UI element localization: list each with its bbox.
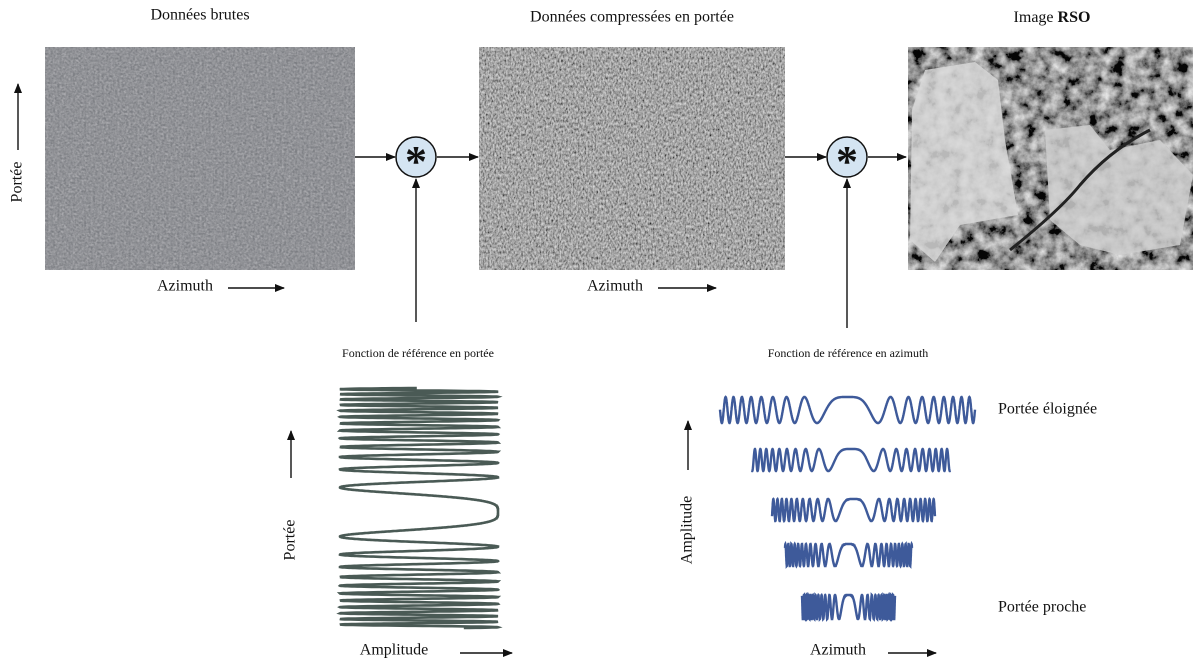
range-compressed-texture (479, 47, 785, 270)
x-axis-label: Azimuth (587, 278, 643, 295)
convolution-symbol: * (836, 137, 858, 186)
panel-title: Données compressées en portée (530, 9, 734, 26)
range-chirp (340, 388, 498, 628)
title-emphasis: RSO (1058, 9, 1091, 26)
x-axis-label: Amplitude (360, 642, 428, 659)
raw-data-texture (45, 47, 355, 270)
chirp-curve (802, 595, 895, 619)
chirp-curve (720, 397, 975, 423)
y-axis-label: Portée (9, 162, 26, 203)
panel-title: Image RSO (1014, 9, 1091, 26)
panel-title: Données brutes (150, 7, 249, 24)
x-axis-label: Azimuth (157, 278, 213, 295)
far-range-label: Portée éloignée (998, 401, 1097, 418)
convolution-symbol: * (405, 137, 427, 186)
title-prefix: Image (1014, 9, 1054, 26)
chirp-curve (340, 388, 498, 628)
reference-title: Fonction de référence en portée (342, 346, 494, 360)
diagram: Données brutes Données compressées en po… (0, 0, 1201, 665)
x-axis-label: Azimuth (810, 642, 866, 659)
chirp-curve (772, 499, 935, 521)
y-axis-label: Amplitude (679, 496, 696, 564)
near-range-label: Portée proche (998, 599, 1086, 616)
y-axis-label: Portée (282, 520, 299, 561)
azimuth-chirps (720, 397, 975, 619)
chirp-curve (752, 449, 950, 471)
chirp-curve (785, 544, 912, 566)
reference-title: Fonction de référence en azimuth (768, 346, 929, 360)
